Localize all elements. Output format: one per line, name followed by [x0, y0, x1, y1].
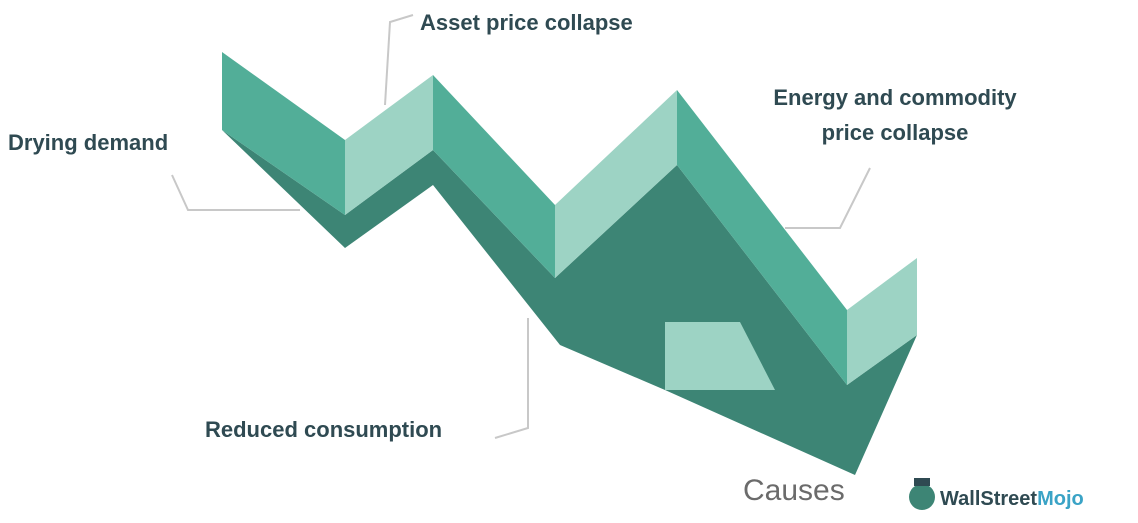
- label: Energy and commodity: [773, 85, 1017, 110]
- logo-text: WallStreet: [940, 488, 1037, 510]
- logo: WallStreetMojo: [909, 478, 1084, 510]
- connector: [785, 168, 870, 228]
- connector: [495, 318, 528, 438]
- label: Reduced consumption: [205, 417, 442, 442]
- arrow-segment: [222, 52, 345, 215]
- logo-icon: [909, 484, 935, 510]
- diagram: Drying demand Asset price collapse Energ…: [0, 0, 1138, 523]
- label: Drying demand: [8, 130, 168, 155]
- title: Causes: [743, 474, 845, 507]
- connector: [385, 15, 413, 105]
- label: price collapse: [822, 120, 969, 145]
- label: Asset price collapse: [420, 10, 633, 35]
- logo-text: Mojo: [1037, 488, 1084, 510]
- logo-text: WallStreetMojo: [940, 488, 1084, 510]
- logo-icon: [914, 478, 930, 486]
